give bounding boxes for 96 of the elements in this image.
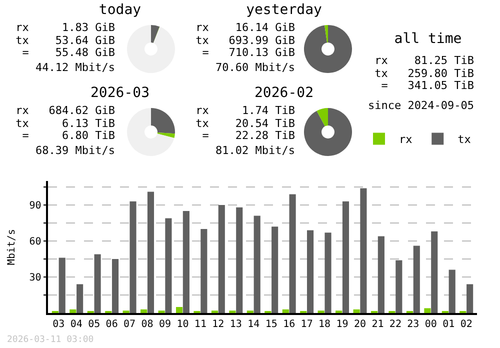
x-tick-label: 14 — [248, 318, 260, 330]
chart-title: 2026-02 — [254, 85, 314, 101]
text: tx 53.64 GiB — [16, 34, 115, 47]
text: all time — [394, 31, 462, 47]
bar — [431, 231, 438, 313]
bar — [236, 207, 243, 313]
bar — [272, 226, 278, 313]
bar — [324, 232, 332, 313]
bar — [254, 216, 260, 313]
text: = 710.13 GiB — [201, 46, 295, 60]
text: 44.12 Mbit/s — [34, 61, 115, 74]
text: 70.60 Mbit/s — [214, 61, 295, 74]
x-tick-label: 04 — [70, 318, 82, 330]
bar — [448, 270, 456, 313]
text: 68.39 Mbit/s — [34, 144, 115, 158]
y-tick-label: 60 — [29, 236, 42, 248]
bar — [289, 194, 296, 313]
text: tx 6.13 TiB — [16, 116, 115, 130]
legend-label: rx — [399, 133, 413, 146]
donut-slice — [316, 108, 328, 126]
x-tick-label: 18 — [318, 318, 331, 330]
x-tick-label: 15 — [265, 318, 278, 330]
y-tick-label: 90 — [29, 200, 42, 212]
bar — [147, 192, 154, 313]
x-tick-label: 22 — [389, 318, 402, 330]
x-tick-label: 00 — [424, 318, 437, 330]
bar — [130, 201, 136, 313]
bar — [218, 205, 225, 313]
bar — [112, 259, 119, 313]
donut-slice — [127, 25, 175, 73]
donut-slice — [151, 108, 175, 134]
bar — [282, 309, 289, 313]
x-tick-label: 21 — [372, 318, 384, 330]
x-tick-label: 12 — [212, 318, 224, 330]
y-axis-title: Mbit/s — [6, 228, 18, 266]
text: 81.02 Mbit/s — [214, 144, 295, 158]
x-tick-label: 05 — [88, 318, 100, 330]
bar — [58, 258, 66, 313]
text: rx 16.14 GiB — [196, 21, 295, 34]
x-tick-label: 02 — [460, 318, 472, 330]
donut-slice — [153, 26, 160, 43]
text: rx 684.62 GiB — [16, 104, 115, 118]
chart-title: yesterday — [246, 2, 322, 18]
legend-label: tx — [458, 133, 472, 146]
text: = 22.28 TiB — [201, 129, 295, 142]
bar — [200, 229, 208, 313]
bar — [360, 188, 367, 313]
x-tick-label: 16 — [283, 318, 296, 330]
x-tick-label: 17 — [300, 318, 313, 330]
bar — [396, 260, 402, 313]
donut-slice — [324, 25, 328, 43]
x-tick-label: 20 — [354, 318, 366, 330]
donut-slice — [127, 108, 174, 156]
x-tick-label: 03 — [52, 318, 65, 330]
x-tick-label: 09 — [158, 318, 172, 330]
text: = 6.80 TiB — [21, 129, 115, 142]
x-tick-label: 10 — [176, 318, 189, 330]
text: tx 259.80 TiB — [374, 66, 474, 80]
chart-title: 2026-03 — [90, 85, 150, 101]
bar — [70, 309, 76, 313]
x-tick-label: 13 — [230, 318, 242, 330]
donut-slice — [304, 108, 352, 156]
x-tick-label: 19 — [336, 318, 348, 330]
bar — [76, 284, 84, 313]
text: = 55.48 GiB — [21, 46, 115, 60]
bar — [306, 230, 314, 313]
text: tx 693.99 GiB — [196, 34, 295, 47]
x-tick-label: 11 — [194, 318, 206, 330]
x-tick-label: 08 — [141, 318, 154, 330]
chart-title: today — [98, 2, 142, 18]
bar — [466, 284, 474, 313]
x-tick-label: 06 — [106, 318, 118, 330]
text: rx 81.25 TiB — [374, 54, 474, 68]
donut-slice — [157, 132, 175, 138]
bar — [342, 201, 350, 313]
bar — [353, 309, 360, 313]
donut-slice — [151, 25, 160, 43]
donut-slice — [304, 25, 352, 73]
text: since 2024-09-05 — [368, 99, 474, 112]
bar — [413, 246, 420, 313]
text: 2026-03-11 03:00 — [7, 335, 94, 345]
x-tick-label: 01 — [442, 318, 455, 330]
text: rx 1.74 TiB — [196, 104, 295, 118]
bar — [176, 307, 183, 313]
bar — [424, 308, 431, 313]
bar — [140, 309, 148, 313]
bar — [182, 211, 190, 313]
x-tick-label: 07 — [124, 318, 136, 330]
bar — [378, 236, 384, 313]
y-tick-label: 30 — [29, 272, 42, 284]
text: = 341.05 TiB — [380, 79, 474, 92]
x-tick-label: 23 — [407, 318, 420, 330]
bar — [94, 254, 101, 313]
text: rx 1.83 GiB — [16, 21, 115, 34]
text: tx 20.54 TiB — [196, 116, 295, 130]
bar — [165, 218, 172, 313]
